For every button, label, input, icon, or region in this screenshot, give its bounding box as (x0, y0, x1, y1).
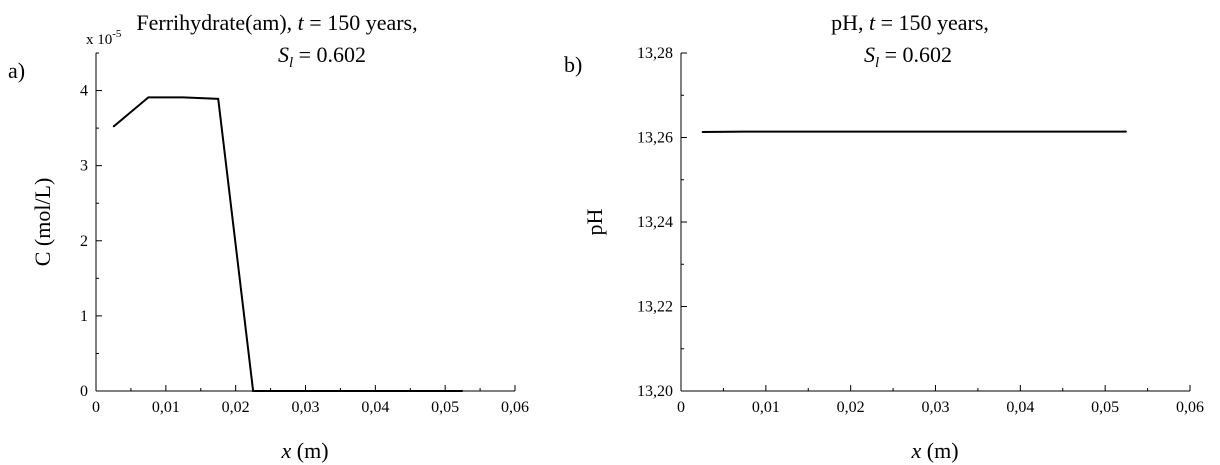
data-point (112, 126, 115, 128)
panel-b-label: b) (564, 52, 582, 77)
data-point (744, 130, 746, 133)
data-point (913, 130, 915, 133)
data-point (786, 130, 788, 133)
panel-a: a) Ferrihydrate(am), t = 150 years, Sl =… (8, 10, 529, 463)
panel-a-x-ticks: 0 0,01 0,02 0,03 0,04 0,05 0,06 (92, 385, 529, 416)
data-point (392, 390, 394, 392)
x-tick-label: 0,06 (501, 399, 529, 416)
y-tick-label: 4 (80, 83, 88, 100)
panel-a-frame (95, 53, 515, 392)
panel-a-y-ticks: 0 1 2 3 4 (80, 52, 102, 400)
panel-b-title-line2: Sl = 0.602 (864, 42, 952, 71)
panel-a-label: a) (8, 58, 25, 83)
data-point (252, 390, 254, 392)
data-point (322, 390, 324, 392)
data-point (701, 131, 703, 133)
data-point (871, 130, 873, 133)
panel-b-y-ticks: 13,20 13,22 13,24 13,26 13,28 (637, 45, 687, 400)
data-point (462, 390, 464, 392)
x-tick-label: 0 (92, 399, 100, 416)
data-point (1083, 130, 1085, 133)
data-point (1125, 130, 1127, 133)
panel-b-series (701, 130, 1127, 134)
data-point (828, 130, 831, 133)
y-tick-label: 13,20 (637, 383, 673, 400)
y-tick-label: 1 (80, 308, 88, 325)
x-tick-label: 0,01 (752, 399, 780, 416)
x-tick-label: 0,04 (1006, 399, 1034, 416)
panel-b-title-line1: pH, t = 150 years, (831, 10, 989, 35)
y-tick-label: 3 (80, 158, 88, 175)
y-tick-label: 2 (80, 233, 88, 250)
panel-a-title-line2: Sl = 0.602 (278, 42, 366, 71)
data-point (956, 130, 958, 133)
y-tick-label: 13,22 (637, 299, 673, 316)
data-point (217, 98, 219, 100)
panel-a-y-axis-title: C (mol/L) (30, 178, 55, 267)
data-point (182, 96, 184, 98)
panel-b: b) pH, t = 150 years, Sl = 0.602 0 0,01 0,… (564, 10, 1204, 463)
panel-b-x-axis-title: x (m) (910, 438, 958, 463)
data-point (147, 96, 149, 98)
x-tick-label: 0,06 (1176, 399, 1204, 416)
data-point (427, 390, 429, 392)
series-line (112, 96, 463, 392)
x-tick-label: 0,02 (222, 399, 250, 416)
x-tick-label: 0,04 (361, 399, 389, 416)
data-point (998, 130, 1000, 133)
data-point (287, 390, 289, 392)
panel-b-x-ticks: 0 0,01 0,02 0,03 0,04 0,05 0,06 (677, 385, 1204, 416)
y-tick-label: 0 (80, 383, 88, 400)
x-tick-label: 0,05 (431, 399, 459, 416)
panel-a-title-line1: Ferrihydrate(am), t = 150 years, (136, 10, 417, 35)
y-tick-label: 13,28 (637, 45, 673, 62)
data-point (357, 390, 359, 392)
x-tick-label: 0,01 (152, 399, 180, 416)
x-tick-label: 0,03 (292, 399, 320, 416)
x-tick-label: 0,05 (1091, 399, 1119, 416)
panel-b-y-axis-title: pH (582, 208, 607, 235)
panel-b-frame (680, 53, 1190, 392)
x-tick-label: 0 (677, 399, 685, 416)
x-tick-label: 0,02 (837, 399, 865, 416)
data-point (1040, 130, 1043, 133)
x-tick-label: 0,03 (922, 399, 950, 416)
panel-a-x-axis-title: x (m) (280, 438, 328, 463)
y-tick-label: 13,24 (637, 214, 673, 231)
panel-a-series (112, 96, 464, 392)
y-tick-label: 13,26 (637, 130, 673, 147)
panel-a-y-multiplier: x 10-5 (86, 28, 122, 48)
